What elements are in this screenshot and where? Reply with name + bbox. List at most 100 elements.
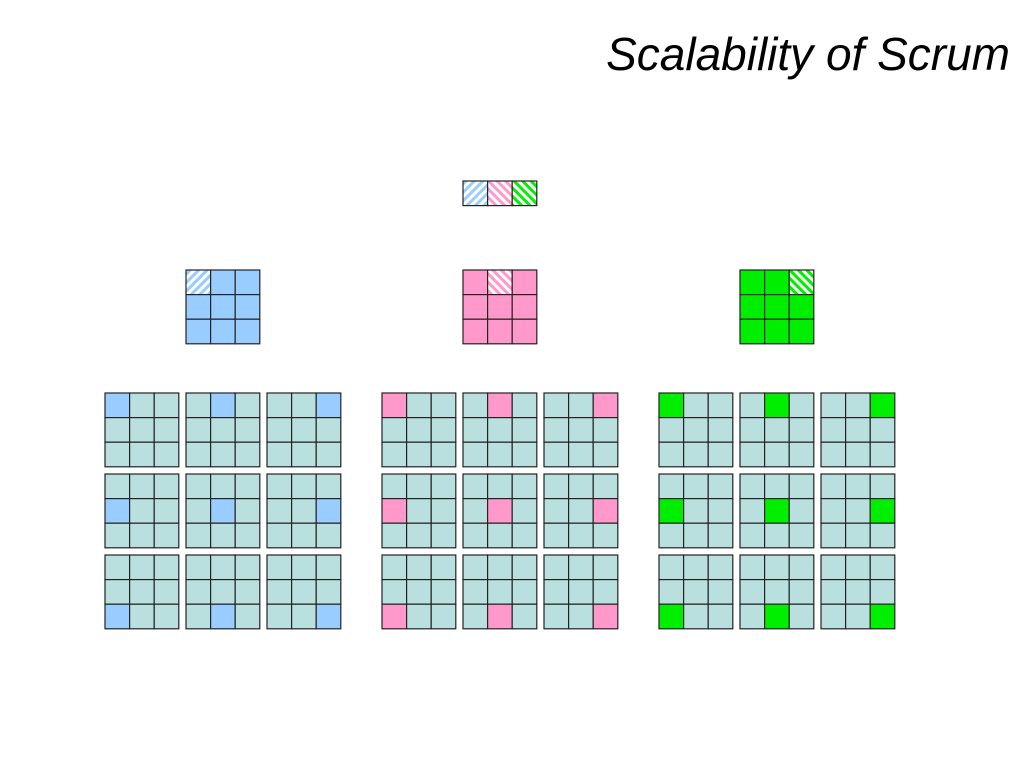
team-cell [185,392,212,419]
team-cell [788,392,815,419]
team-cell [511,441,538,468]
team-cell [543,522,570,549]
team-cell [707,441,734,468]
team-cell [430,417,457,443]
team-cell [739,522,766,549]
team-cell [185,578,212,605]
mid-cell [234,318,261,345]
team-cell [707,498,734,524]
team-cell [315,473,342,500]
mid-cell [739,294,766,320]
team-cell [543,603,570,630]
team-cell [707,554,734,581]
team-cell [315,417,342,443]
team-cell [682,603,709,630]
team-cell [543,554,570,581]
team-cell [266,417,293,443]
team-cell [462,603,489,630]
team-cell [406,498,432,524]
team-cell [487,522,513,549]
team-cell [567,473,594,500]
team-cell [462,417,489,443]
team-cell [129,473,155,500]
team-cell [844,417,871,443]
team-cell [487,473,513,500]
team-cell [820,441,847,468]
team-cell [844,522,871,549]
team-cell [129,441,155,468]
team-cell [462,441,489,468]
team-cell [210,522,236,549]
team-cell [185,441,212,468]
team-cell [543,392,570,419]
team-cell [234,522,261,549]
team-cell [381,578,408,605]
team-cell [381,603,408,630]
mid-cell [763,269,790,296]
team-cell [763,554,790,581]
team-cell [820,522,847,549]
team-cell [210,473,236,500]
team-cell [430,441,457,468]
team-cell [844,392,871,419]
team-cell [707,473,734,500]
team-cell [869,473,896,500]
team-cell [381,522,408,549]
team-cell [739,578,766,605]
team-cell [266,522,293,549]
team-cell [487,441,513,468]
team-cell [153,522,180,549]
team-cell [567,392,594,419]
team-cell [104,417,131,443]
team-cell [788,473,815,500]
team-cell [844,498,871,524]
team-cell [406,392,432,419]
team-cell [266,473,293,500]
team-cell [869,498,896,524]
mid-cell [185,318,212,345]
team-cell [104,578,131,605]
team-cell [315,498,342,524]
team-cell [291,473,317,500]
team-cell [104,603,131,630]
team-cell [739,498,766,524]
team-cell [315,441,342,468]
team-cell [739,392,766,419]
team-cell [511,522,538,549]
team-cell [210,441,236,468]
team-cell [658,473,685,500]
team-cell [315,392,342,419]
team-cell [266,498,293,524]
team-cell [129,498,155,524]
team-cell [788,522,815,549]
mid-cell [234,294,261,320]
team-cell [543,498,570,524]
mid-cell [788,269,815,296]
mid-cell [185,269,212,296]
team-cell [291,441,317,468]
team-cell [763,392,790,419]
team-cell [315,578,342,605]
team-cell [869,392,896,419]
team-cell [658,522,685,549]
team-cell [210,578,236,605]
team-cell [763,473,790,500]
team-cell [543,441,570,468]
team-cell [763,578,790,605]
team-cell [291,498,317,524]
team-cell [592,522,619,549]
team-cell [682,578,709,605]
team-cell [543,417,570,443]
team-cell [153,417,180,443]
team-cell [266,392,293,419]
team-cell [763,498,790,524]
team-cell [844,441,871,468]
team-cell [406,554,432,581]
team-cell [487,392,513,419]
team-cell [658,392,685,419]
team-cell [869,578,896,605]
team-cell [430,522,457,549]
team-cell [487,554,513,581]
team-cell [844,473,871,500]
